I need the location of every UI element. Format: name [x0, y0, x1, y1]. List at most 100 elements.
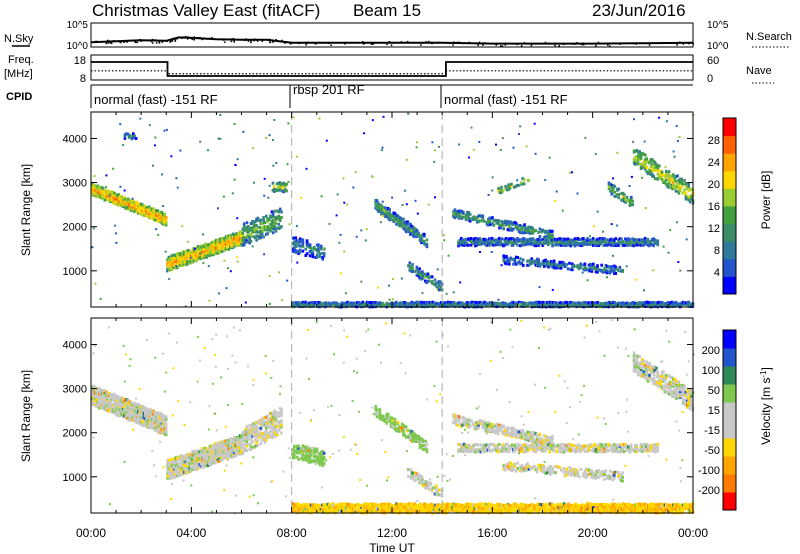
power-cell	[569, 300, 573, 304]
velocity-cell	[233, 455, 236, 458]
power-cell	[506, 242, 509, 246]
power-cell	[616, 151, 619, 154]
power-cell	[360, 229, 363, 232]
power-cell	[148, 216, 151, 220]
power-cell	[643, 289, 645, 292]
nsearch-point	[495, 44, 497, 46]
power-cell	[464, 216, 468, 220]
velocity-cell	[93, 396, 97, 400]
power-cell	[543, 259, 546, 263]
power-cell	[430, 304, 433, 308]
power-cell	[110, 198, 114, 202]
power-cell	[388, 213, 391, 217]
power-cell	[632, 238, 636, 242]
velocity-cell	[411, 439, 415, 443]
power-cell	[203, 249, 207, 253]
power-cell	[371, 301, 374, 305]
power-cell	[652, 163, 655, 167]
power-cell	[569, 244, 573, 248]
power-cell	[357, 301, 360, 304]
velocity-cell	[92, 388, 95, 392]
velocity-cell	[213, 458, 217, 462]
power-cell	[510, 182, 513, 186]
velocity-cell	[241, 452, 245, 455]
power-cell	[254, 236, 257, 240]
power-cell	[393, 214, 397, 218]
nsearch-point	[554, 44, 556, 47]
velocity-cell	[137, 410, 140, 414]
velocity-cell	[400, 429, 404, 433]
velocity-cell	[155, 426, 158, 429]
power-cell	[541, 238, 544, 242]
velocity-cell	[315, 450, 319, 454]
power-cell	[468, 156, 471, 159]
nsearch-point	[126, 41, 129, 43]
power-cell	[645, 159, 648, 163]
power-cell	[526, 242, 529, 246]
power-cell	[110, 193, 114, 197]
power-cell	[107, 198, 111, 202]
power-cell	[649, 172, 653, 176]
power-cell	[459, 215, 462, 219]
power-cell	[483, 303, 486, 306]
power-cell	[167, 262, 171, 266]
velocity-cell	[177, 467, 180, 470]
velocity-cell	[164, 430, 168, 434]
power-cell	[164, 223, 168, 227]
power-cell	[648, 301, 651, 305]
velocity-cell	[216, 444, 219, 448]
power-cell	[305, 239, 309, 243]
power-cell	[606, 264, 609, 268]
power-cell	[628, 198, 632, 202]
velocity-cell	[96, 402, 100, 406]
power-cell	[217, 137, 220, 140]
colorbar-tick-label: 8	[714, 245, 720, 257]
velocity-cell	[113, 395, 116, 398]
power-cell	[209, 253, 212, 257]
power-cell	[669, 179, 672, 182]
power-cell	[624, 196, 627, 200]
power-cell	[178, 256, 182, 260]
power-cell	[613, 190, 616, 194]
power-cell	[130, 206, 133, 210]
power-cell	[317, 243, 320, 247]
velocity-cell	[104, 398, 108, 402]
power-cell	[481, 214, 485, 218]
velocity-cell	[419, 474, 423, 478]
power-cell	[459, 281, 462, 284]
velocity-cell	[495, 444, 498, 448]
velocity-cell	[308, 447, 312, 451]
power-cell	[293, 240, 296, 244]
power-cell	[466, 302, 470, 306]
velocity-cell	[305, 450, 309, 454]
power-cell	[130, 209, 133, 213]
power-cell	[314, 255, 317, 259]
velocity-cell	[425, 486, 428, 490]
power-cell	[576, 192, 579, 195]
velocity-cell	[203, 455, 207, 459]
velocity-cell	[295, 451, 299, 455]
power-cell	[170, 155, 173, 158]
power-cell	[277, 214, 281, 218]
velocity-cell	[392, 425, 396, 429]
velocity-cell	[96, 387, 100, 391]
velocity-cell	[163, 432, 167, 436]
power-cell	[164, 219, 168, 222]
power-cell	[512, 303, 516, 307]
power-cell	[137, 205, 140, 209]
power-cell	[472, 242, 476, 245]
power-cell	[120, 195, 123, 199]
power-cell	[541, 228, 544, 232]
power-cell	[597, 242, 601, 246]
power-cell	[242, 224, 246, 228]
power-cell	[294, 303, 298, 307]
power-cell	[433, 160, 436, 163]
power-cell	[660, 178, 664, 182]
power-cell	[137, 211, 140, 215]
power-cell	[329, 302, 332, 306]
power-cell	[482, 219, 486, 223]
power-cell	[91, 193, 94, 197]
velocity-cell	[217, 445, 221, 449]
velocity-cell	[184, 460, 187, 464]
power-cell	[579, 264, 582, 268]
